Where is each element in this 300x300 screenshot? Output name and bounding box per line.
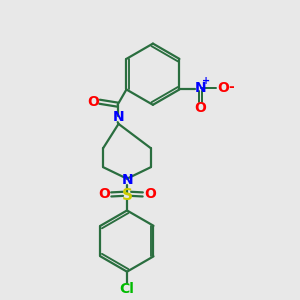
Text: O: O [217,81,229,95]
Text: O: O [194,101,206,115]
Text: S: S [122,188,133,203]
Text: O: O [144,188,156,201]
Text: -: - [228,80,234,94]
Text: O: O [98,188,110,201]
Text: N: N [122,172,134,187]
Text: O: O [87,95,99,109]
Text: +: + [202,76,210,86]
Text: Cl: Cl [120,282,134,296]
Text: N: N [113,110,124,124]
Text: N: N [195,81,206,95]
